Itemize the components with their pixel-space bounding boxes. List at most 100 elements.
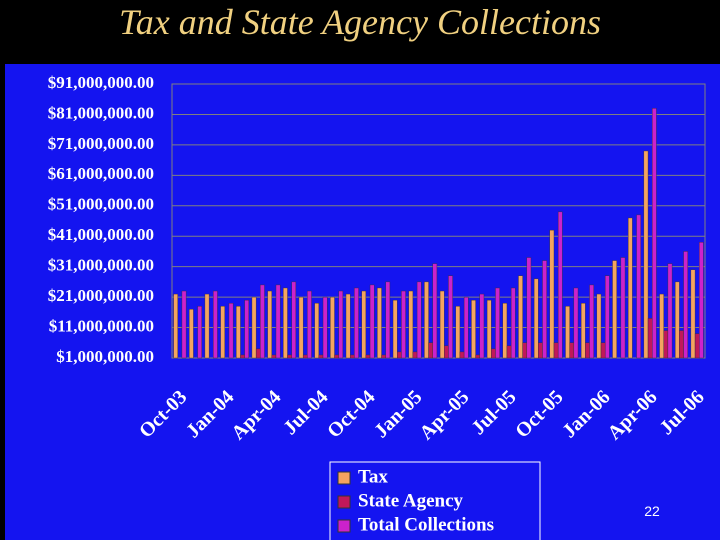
bar: [275, 284, 281, 359]
bar: [338, 290, 344, 359]
bar: [181, 290, 187, 359]
bar: [330, 296, 335, 359]
bar: [291, 281, 297, 359]
legend-box: [329, 461, 541, 540]
bar: [354, 287, 359, 359]
bar: [455, 306, 461, 359]
legend-label: State Agency: [358, 490, 464, 511]
bar: [377, 287, 382, 359]
bar: [267, 290, 273, 359]
bar: [361, 290, 367, 359]
bar: [334, 354, 339, 359]
bar: [491, 348, 496, 359]
bar: [502, 303, 508, 359]
bar: [627, 217, 633, 359]
bar: [542, 260, 547, 359]
bar: [510, 287, 516, 359]
y-tick-label: $71,000,000.00: [48, 134, 154, 153]
bar: [612, 260, 617, 359]
chart-title: Tax and State Agency Collections: [119, 2, 601, 42]
legend-swatch: [337, 519, 351, 533]
bar: [506, 345, 512, 359]
bar: [314, 303, 320, 359]
bar: [495, 287, 500, 359]
bar: [471, 299, 476, 359]
bar: [444, 345, 449, 359]
bar: [549, 229, 555, 359]
bar: [475, 354, 480, 359]
bar: [416, 281, 422, 359]
bar: [518, 275, 523, 359]
bar: [448, 275, 453, 359]
bar: [463, 296, 469, 359]
page-number: 22: [644, 503, 660, 519]
bar: [600, 342, 606, 359]
bar: [643, 150, 649, 359]
bar: [683, 251, 688, 359]
bar: [573, 287, 579, 359]
bar: [298, 296, 304, 359]
bar: [620, 257, 626, 359]
bar: [424, 281, 429, 359]
bar: [663, 330, 669, 359]
y-tick-label: $51,000,000.00: [48, 195, 154, 214]
bar: [236, 306, 241, 359]
bar: [228, 303, 234, 359]
bar: [432, 263, 438, 359]
bar: [260, 284, 265, 359]
bar: [553, 342, 559, 359]
bar: [675, 281, 680, 359]
bar: [412, 351, 418, 359]
bar: [322, 296, 328, 359]
bar: [244, 299, 250, 359]
bar: [659, 293, 664, 359]
bar: [589, 284, 594, 359]
bar: [652, 108, 657, 359]
bar: [585, 342, 590, 359]
y-tick-label: $1,000,000.00: [56, 347, 154, 366]
bar: [699, 242, 704, 359]
bar: [569, 342, 575, 359]
bar: [381, 354, 386, 359]
bar: [557, 211, 563, 359]
y-tick-label: $91,000,000.00: [48, 73, 154, 92]
bar: [173, 293, 178, 359]
bar: [349, 354, 355, 359]
bar: [408, 290, 414, 359]
legend-label: Tax: [358, 466, 388, 487]
bar: [204, 293, 210, 359]
bar: [318, 354, 324, 359]
bar: [565, 306, 570, 359]
bar: [679, 330, 684, 359]
bar: [255, 348, 261, 359]
bar: [647, 318, 653, 359]
bar: [526, 257, 532, 359]
y-tick-label: $21,000,000.00: [48, 286, 154, 305]
bar: [271, 354, 277, 359]
bar: [302, 354, 308, 359]
bar: [533, 278, 539, 359]
legend-label: Total Collections: [358, 514, 494, 535]
bar: [365, 354, 371, 359]
y-tick-label: $41,000,000.00: [48, 225, 154, 244]
bar: [459, 351, 465, 359]
bar: [189, 309, 194, 359]
bar: [486, 299, 492, 359]
bar: [392, 299, 398, 359]
bar: [283, 287, 288, 359]
bar: [428, 342, 433, 359]
bar: [522, 342, 528, 359]
bar: [479, 293, 485, 359]
y-tick-label: $31,000,000.00: [48, 256, 154, 275]
bar: [369, 284, 375, 359]
bar: [240, 354, 245, 359]
bar: [636, 214, 641, 359]
bar: [690, 269, 696, 359]
bar: [213, 290, 218, 359]
bar: [401, 290, 406, 359]
bar: [307, 290, 312, 359]
bar: [596, 293, 602, 359]
bar: [397, 351, 402, 359]
bar: [251, 296, 257, 359]
